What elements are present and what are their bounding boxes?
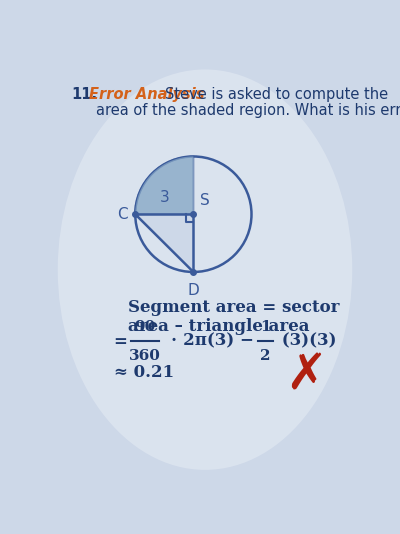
Text: 11.: 11. — [72, 87, 98, 102]
Text: S: S — [200, 193, 209, 208]
Text: 2: 2 — [260, 349, 271, 363]
Text: area – triangle area: area – triangle area — [128, 318, 309, 335]
Text: area of the shaded region. What is his error?: area of the shaded region. What is his e… — [96, 103, 400, 117]
Text: ✗: ✗ — [285, 352, 327, 400]
Ellipse shape — [58, 69, 352, 470]
Text: Error Analysis: Error Analysis — [89, 87, 204, 102]
Wedge shape — [135, 156, 193, 214]
Text: C: C — [117, 207, 128, 222]
Polygon shape — [135, 214, 193, 272]
Text: (3)(3): (3)(3) — [276, 333, 337, 350]
Text: 1: 1 — [260, 319, 271, 334]
Text: D: D — [188, 283, 199, 298]
Text: ≈ 0.21: ≈ 0.21 — [114, 364, 174, 381]
Polygon shape — [135, 156, 193, 272]
Text: 90: 90 — [134, 319, 155, 334]
Text: ⋅ 2π(3) −: ⋅ 2π(3) − — [165, 333, 259, 350]
Text: 3: 3 — [160, 190, 169, 205]
Text: Segment area = sector: Segment area = sector — [128, 299, 339, 316]
Text: =: = — [114, 333, 128, 350]
Text: Steve is asked to compute the: Steve is asked to compute the — [165, 87, 388, 102]
Text: 360: 360 — [129, 349, 160, 363]
